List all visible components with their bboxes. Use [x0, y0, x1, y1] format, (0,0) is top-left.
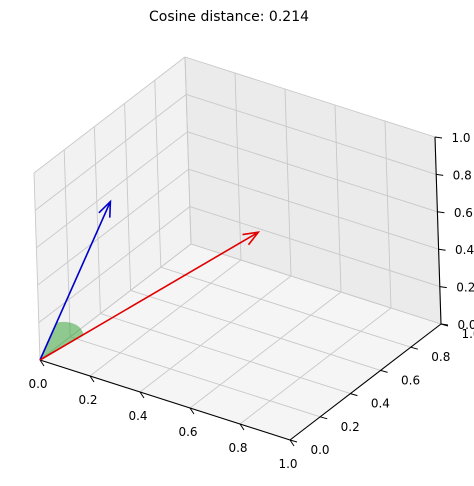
- x-tick-mark: [289, 439, 295, 447]
- vector-1-arrowhead: [98, 199, 112, 218]
- y-tick-mark: [410, 346, 418, 350]
- y-tick-label: 0.0: [310, 443, 329, 457]
- grid-line: [154, 80, 162, 268]
- chart-title: Cosine distance: 0.214: [149, 9, 309, 25]
- grid-line: [33, 172, 41, 361]
- y-tick-mark: [289, 439, 298, 443]
- x-tick-mark: [39, 359, 45, 367]
- angle-wedge: [40, 321, 84, 360]
- x-tick-label: 1.0: [278, 457, 297, 471]
- y-tick-label: 1.0: [461, 327, 474, 341]
- z-tick-label: 0.8: [453, 168, 472, 182]
- grid-line: [186, 93, 437, 175]
- z-tick-mark: [437, 211, 445, 214]
- z-tick-mark: [438, 248, 446, 251]
- x-tick-label: 0.8: [228, 441, 247, 455]
- grid-line: [190, 243, 442, 325]
- x-tick-mark: [189, 407, 195, 415]
- x-tick-mark: [139, 391, 145, 399]
- grid-line: [37, 168, 189, 286]
- grid-line: [124, 103, 132, 291]
- vector-2: [39, 231, 259, 361]
- chart-marks: [39, 199, 261, 361]
- grid-line: [36, 131, 188, 249]
- grid-line: [33, 56, 186, 174]
- y-tick-mark: [380, 369, 388, 373]
- z-tick-mark: [439, 286, 447, 289]
- x-tick-label: 0.6: [178, 425, 197, 439]
- grid-line: [70, 336, 321, 418]
- y-tick-mark: [350, 393, 358, 397]
- z-tick-mark: [434, 136, 443, 139]
- grid-line: [89, 259, 242, 377]
- grid-line: [189, 291, 342, 409]
- grid-line: [334, 104, 342, 293]
- vector-1: [39, 201, 112, 361]
- y-axis-line: [289, 323, 442, 441]
- chart-axes: [39, 136, 442, 441]
- grid-line: [384, 120, 392, 309]
- x-axis-line: [39, 359, 291, 441]
- y-tick-mark: [320, 416, 328, 420]
- x-tick-label: 0.2: [78, 393, 97, 407]
- z-tick-label: 0.4: [455, 243, 474, 257]
- y-tick-mark: [440, 323, 449, 327]
- grid-line: [239, 307, 392, 425]
- z-axis-line: [434, 136, 442, 325]
- z-tick-label: 1.0: [451, 131, 470, 145]
- grid-line: [63, 149, 71, 337]
- chart-panes: [33, 56, 442, 441]
- grid-line: [234, 72, 242, 261]
- z-tick-label: 0.0: [457, 318, 474, 332]
- x-tick-mark: [239, 423, 245, 431]
- chart-ticks: 0.0 0.0 0.0 0.2 0.2 0.2 0.4 0.4 0.4 0.6 0.6 0.6 0.8 0…: [28, 131, 474, 471]
- y-tick-label: 0.8: [431, 350, 450, 364]
- grid-line: [184, 56, 192, 245]
- y-tick-label: 0.6: [401, 373, 420, 387]
- grid-line: [188, 168, 439, 250]
- grid-line: [139, 275, 292, 393]
- y-tick-label: 0.2: [341, 420, 360, 434]
- y-tick-label: 0.4: [371, 397, 390, 411]
- vector-2-arrowhead: [242, 231, 261, 246]
- grid-line: [187, 131, 438, 213]
- x-tick-label: 0.4: [128, 409, 147, 423]
- grid-line: [130, 289, 381, 371]
- grid-line: [284, 88, 292, 277]
- z-tick-label: 0.2: [456, 281, 474, 295]
- grid-line: [34, 94, 187, 211]
- x-tick-mark: [89, 375, 95, 383]
- grid-line: [100, 313, 351, 395]
- z-tick-mark: [436, 173, 444, 176]
- grid-line: [189, 206, 440, 288]
- grid-line: [160, 266, 411, 348]
- grid-line: [93, 126, 101, 314]
- grid-line: [38, 206, 191, 323]
- z-tick-label: 0.6: [454, 206, 473, 220]
- grid-line: [184, 56, 436, 138]
- x-tick-label: 0.0: [28, 377, 47, 391]
